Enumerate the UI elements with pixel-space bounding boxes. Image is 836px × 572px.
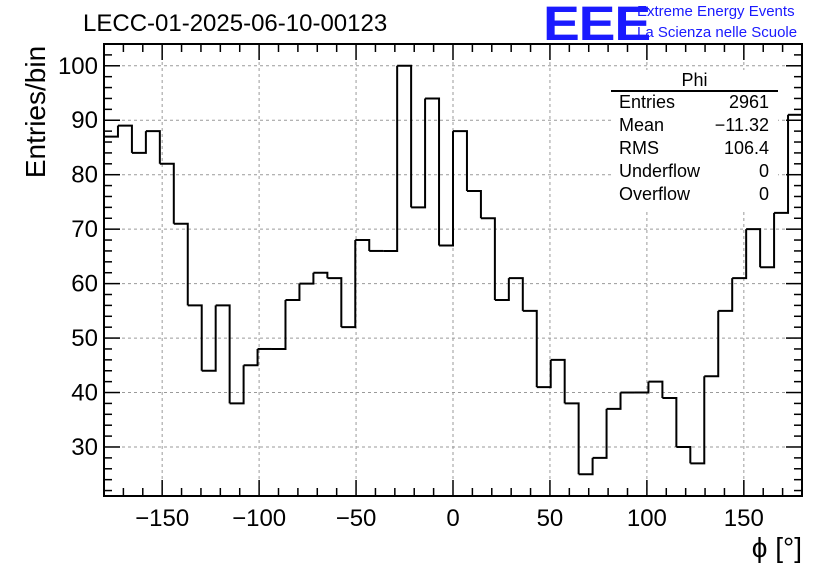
histogram-bin (229, 365, 245, 405)
y-tick-label: 90 (71, 107, 98, 134)
tick-labels: −150 −100 −50 0 50 100 150 30 40 50 60 70 80 90 100 (58, 53, 764, 532)
histogram-bin (494, 278, 510, 301)
stats-title: Phi (681, 70, 708, 90)
stats-key: Entries (619, 92, 676, 112)
histogram-bin (564, 402, 580, 475)
x-tick-label: 150 (724, 505, 764, 532)
histogram-bin (131, 131, 147, 154)
histogram-bin (522, 309, 538, 388)
stats-value: 106.4 (723, 138, 769, 158)
stats-box: Phi Entries 2961 Mean −11.32 RMS 106.4 U… (611, 70, 778, 210)
stats-key: RMS (619, 138, 659, 158)
x-tick-label: −150 (135, 505, 189, 532)
stats-value: 2961 (728, 92, 769, 112)
histogram-bin (355, 239, 371, 251)
histogram-bin (173, 222, 189, 306)
y-tick-label: 100 (58, 53, 98, 80)
histogram-bin (760, 212, 776, 269)
histogram-bin (215, 304, 231, 404)
histogram-bin (634, 381, 650, 394)
histogram-bin (271, 299, 287, 350)
stats-value: 0 (758, 161, 769, 181)
stats-row-underflow: Underflow 0 (619, 161, 769, 183)
histogram-bin (439, 131, 454, 247)
x-tick-label: 50 (537, 505, 564, 532)
histogram-bin (536, 359, 552, 389)
stats-row-entries: Entries 2961 (619, 92, 769, 114)
histogram-bin (648, 380, 664, 398)
histogram-bin (425, 97, 441, 246)
histogram-bin (578, 457, 594, 476)
stats-divider (611, 90, 778, 92)
histogram-bin (774, 114, 790, 214)
y-axis-label: Entries/bin (20, 45, 51, 179)
histogram-bin (243, 348, 259, 367)
x-tick-label: 0 (446, 505, 459, 532)
histogram-bin (508, 277, 524, 311)
histogram-bin (746, 228, 762, 268)
histogram-bin (718, 278, 734, 312)
histogram-bin (466, 190, 482, 219)
histogram-bin (117, 124, 133, 153)
y-tick-label: 60 (71, 271, 98, 298)
histogram-bin (606, 392, 622, 410)
stats-key: Overflow (619, 184, 691, 204)
histogram-bin (550, 358, 566, 404)
histogram-bins (104, 64, 802, 476)
x-tick-label: 100 (627, 505, 667, 532)
y-tick-label: 40 (71, 380, 98, 407)
logo-tagline-2: La Scienza nelle Scuole (637, 24, 798, 41)
histogram-bin (145, 130, 161, 164)
x-tick-label: −100 (232, 505, 286, 532)
y-tick-label: 70 (71, 216, 98, 243)
histogram-bin (383, 65, 399, 252)
histogram-bin (285, 283, 301, 301)
histogram-bin (480, 217, 496, 300)
plot-title: LECC-01-2025-06-10-00123 (83, 10, 388, 37)
histogram-bin (341, 240, 357, 329)
stats-value: −11.32 (714, 115, 769, 135)
x-tick-label: −50 (336, 505, 377, 532)
histogram-bin (704, 310, 720, 378)
histogram-bin (453, 130, 468, 192)
histogram-bin (690, 376, 706, 465)
histogram-bin (732, 229, 748, 280)
stats-row-overflow: Overflow 0 (619, 184, 769, 206)
tick-marks (104, 43, 802, 496)
stats-row-rms: RMS 106.4 (619, 138, 769, 160)
histogram-bin (104, 125, 119, 138)
histogram-bin (411, 98, 427, 209)
stats-row-mean: Mean −11.32 (619, 115, 769, 137)
y-tick-label: 80 (71, 162, 98, 189)
stats-key: Mean (619, 115, 665, 135)
histogram-bin (201, 305, 217, 372)
histogram-bin (159, 162, 175, 224)
stats-key: Underflow (619, 161, 701, 181)
histogram-bin (592, 408, 608, 459)
histogram-bin (187, 304, 203, 371)
histogram-bin (676, 445, 692, 464)
histogram-bin (397, 64, 413, 208)
y-tick-label: 30 (71, 434, 98, 461)
histogram-bin (313, 271, 329, 279)
histogram-bin (299, 272, 315, 285)
logo-tagline-1: Extreme Energy Events (637, 3, 795, 20)
stats-value: 0 (758, 184, 769, 204)
histogram-bin (662, 396, 678, 447)
y-tick-label: 50 (71, 325, 98, 352)
histogram-bin (327, 277, 343, 328)
x-axis-label: ϕ [°] (751, 532, 802, 563)
eee-logo: EEE (543, 0, 651, 51)
